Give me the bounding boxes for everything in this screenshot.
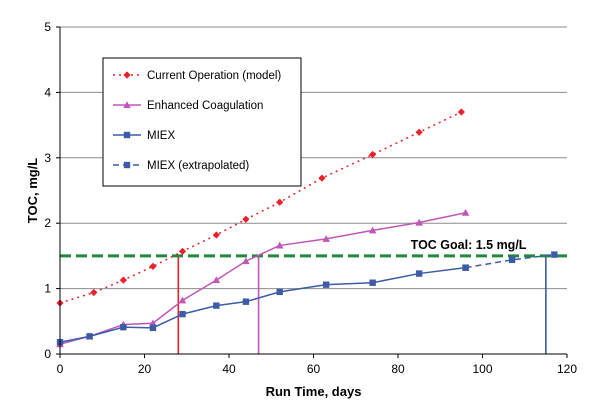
data-point [461,208,470,216]
legend-label: MIEX (extrapolated) [147,160,249,172]
data-point [508,256,516,264]
legend-item: Enhanced Coagulation [113,100,263,112]
y-tick-label: 5 [44,20,51,34]
x-tick-label: 80 [391,362,405,376]
legend-item: MIEX [113,130,175,142]
data-point [212,231,220,239]
y-tick-label: 3 [44,151,51,165]
data-point [86,333,93,340]
x-tick-label: 100 [472,362,492,376]
data-point [415,270,423,277]
data-point [242,298,250,305]
goal-label: TOC Goal: 1.5 mg/L [411,238,527,252]
legend: Current Operation (model) Enhanced Coagul… [102,57,302,187]
data-point [90,288,98,297]
y-tick-label: 2 [44,216,51,230]
data-point [318,174,326,182]
data-point [369,150,377,159]
series-line [59,111,462,304]
legend-item: Current Operation (model) [113,70,281,82]
data-point [276,198,284,206]
data-point [212,276,221,284]
legend-label: Current Operation (model) [147,70,281,82]
x-tick-label: 40 [222,362,236,376]
legend-swatch-marker [123,161,131,169]
y-tick-label: 4 [44,85,51,99]
legend-swatch-marker [123,71,131,79]
data-point [242,215,250,223]
data-point [149,319,157,327]
y-tick-label: 1 [44,282,51,296]
legend-item: MIEX (extrapolated) [113,160,249,172]
data-point [322,235,330,242]
x-tick-label: 60 [307,362,321,376]
data-point [415,218,423,226]
series-2 [56,264,469,346]
x-tick-label: 0 [57,362,64,376]
legend-label: MIEX [147,130,175,142]
x-tick-label: 120 [557,362,577,376]
data-point [178,247,187,255]
threshold-lines [177,255,547,354]
data-point [242,257,250,265]
series-line [59,266,466,343]
data-point [551,251,558,258]
data-point [275,241,284,249]
data-point [149,262,157,270]
data-point [120,323,127,331]
data-point [213,302,220,309]
data-point [276,288,283,296]
legend-swatch-marker [123,131,131,139]
y-axis-title: TOC, mg/L [25,158,40,224]
x-tick-label: 20 [138,362,152,376]
data-point [178,296,187,304]
legend-swatch-marker [123,101,131,109]
legend-label: Enhanced Coagulation [147,100,263,112]
data-point [179,310,186,318]
axes: 0 1 2 3 4 5 0 20 40 60 80 100 120 [44,20,577,376]
series-line [59,212,466,345]
data-point [457,108,465,116]
data-point [322,281,330,288]
data-point [462,264,469,271]
data-point [369,279,376,286]
data-point [119,276,127,284]
data-point [415,128,423,136]
series-3 [462,251,558,271]
x-axis-title: Run Time, days [266,384,362,399]
y-tick-label: 0 [44,347,51,361]
data-point [368,226,377,234]
data-point [149,324,157,332]
series-line [465,253,555,269]
